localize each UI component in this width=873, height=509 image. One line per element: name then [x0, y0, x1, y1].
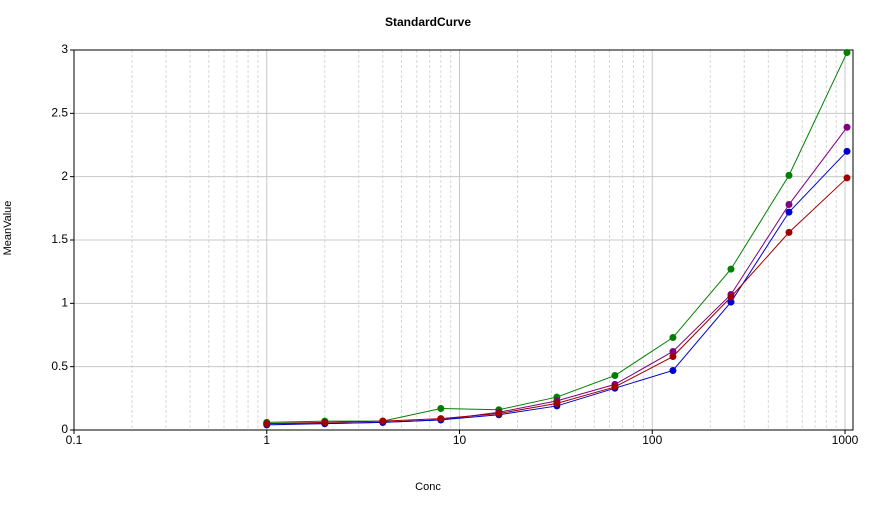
point [379, 417, 387, 425]
point [843, 123, 851, 131]
point [669, 334, 677, 342]
point [843, 174, 851, 182]
y-axis-label: MeanValue [2, 201, 14, 256]
point [669, 366, 677, 374]
chart-title: StandardCurve [385, 15, 471, 29]
point [437, 415, 445, 423]
y-tick-label: 2.5 [51, 106, 68, 120]
point [553, 399, 561, 407]
point [263, 420, 271, 428]
point [843, 147, 851, 155]
y-tick-label: 2 [61, 169, 68, 183]
point [785, 208, 793, 216]
x-tick-label: 1 [263, 433, 270, 447]
x-tick-label: 1000 [832, 433, 859, 447]
point [669, 353, 677, 361]
point [669, 347, 677, 355]
point [727, 293, 735, 301]
x-tick-label: 0.1 [66, 433, 83, 447]
point [727, 265, 735, 273]
point [321, 418, 329, 426]
y-tick-label: 0 [61, 422, 68, 436]
y-tick-label: 3 [61, 42, 68, 56]
point [843, 49, 851, 57]
point [611, 372, 619, 380]
x-tick-label: 10 [453, 433, 467, 447]
point [437, 404, 445, 412]
y-tick-label: 1.5 [51, 232, 68, 246]
y-tick-label: 0.5 [51, 359, 68, 373]
x-tick-label: 100 [642, 433, 662, 447]
x-axis-label: Conc [415, 481, 441, 493]
point [727, 298, 735, 306]
plot-frame [73, 49, 854, 431]
point [611, 383, 619, 391]
point [495, 410, 503, 418]
point [785, 201, 793, 209]
point [785, 228, 793, 236]
point [785, 171, 793, 179]
y-tick-label: 1 [61, 296, 68, 310]
